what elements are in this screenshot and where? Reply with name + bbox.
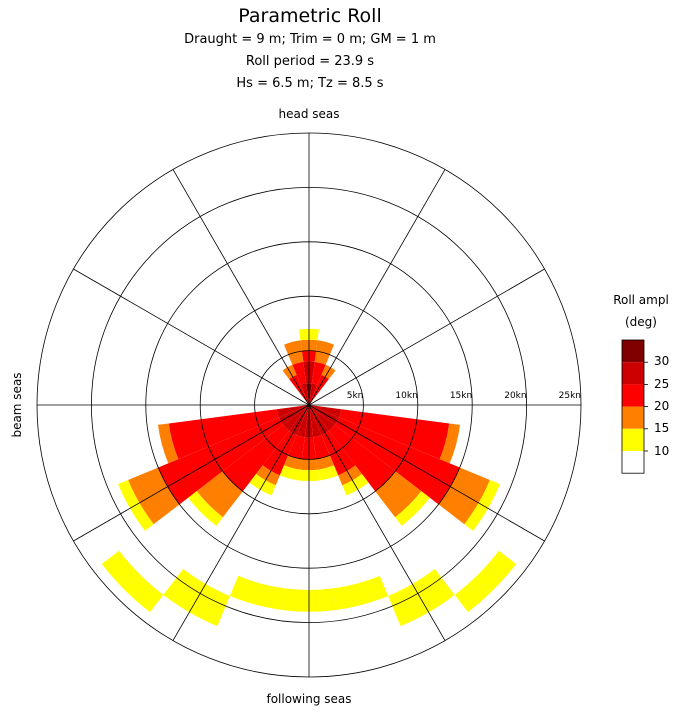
sector-cell	[222, 424, 290, 492]
grid-spoke	[308, 404, 545, 542]
legend-swatch	[622, 340, 644, 363]
sector-cell	[296, 405, 309, 438]
sector-cell	[375, 471, 422, 518]
grid-spoke	[172, 404, 310, 641]
legend-swatches	[621, 339, 648, 474]
sector-cell	[229, 575, 285, 610]
sector-cell	[158, 417, 284, 505]
chart-subtitle-3: Hs = 6.5 m; Tz = 8.5 s	[236, 76, 384, 91]
sector-cell	[309, 374, 329, 405]
legend-swatch	[622, 451, 644, 474]
sector-cell	[333, 575, 389, 610]
direction-label-beam-seas: beam seas	[10, 372, 24, 437]
sector-cell	[395, 491, 430, 526]
legend-label-10: 10	[654, 444, 669, 458]
sector-cell	[313, 435, 330, 459]
sector-cell	[300, 383, 309, 405]
sector-cell	[388, 569, 455, 627]
grid-spoke	[308, 169, 446, 406]
sector-cell	[454, 550, 517, 613]
grid-spoke	[308, 404, 446, 641]
sector-cell	[157, 423, 179, 464]
direction-label-following-seas: following seas	[266, 692, 351, 706]
legend-label-30: 30	[654, 354, 669, 368]
sector-cell	[283, 405, 309, 431]
grid-spoke	[172, 169, 310, 406]
sector-cell	[163, 569, 230, 627]
sector-cell	[309, 405, 335, 431]
sector-cell	[309, 383, 318, 405]
tick-label-5kn: 5kn	[347, 391, 364, 401]
sector-cell	[289, 374, 309, 405]
sector-cell	[292, 361, 307, 385]
radial-tick-labels: 5kn 10kn 15kn 20kn 25kn	[347, 391, 581, 401]
chart-subtitle-1: Draught = 9 m; Trim = 0 m; GM = 1 m	[184, 32, 436, 47]
sector-cell	[168, 409, 279, 460]
sector-cell	[188, 491, 223, 526]
tick-label-15kn: 15kn	[450, 391, 472, 401]
sector-cell	[439, 423, 461, 464]
sector-cell	[309, 405, 342, 418]
chart-title: Parametric Roll	[238, 5, 382, 27]
sector-cell	[311, 361, 326, 385]
legend-unit: (deg)	[625, 315, 657, 329]
legend: Roll ampl (deg) 30 25 20 15 10	[613, 293, 669, 474]
tick-label-25kn: 25kn	[559, 391, 581, 401]
tick-label-20kn: 20kn	[504, 391, 526, 401]
sector-cell	[276, 405, 309, 418]
grid-spoke	[73, 404, 310, 542]
polar-grid	[36, 132, 582, 678]
grid-spoke	[73, 268, 310, 406]
sector-cell	[289, 405, 309, 436]
grid-spoke	[308, 268, 545, 406]
sector-cell	[334, 417, 460, 505]
sector-cell	[328, 424, 396, 492]
legend-label-15: 15	[654, 421, 669, 435]
legend-swatch	[622, 406, 644, 429]
chart-subtitle-2: Roll period = 23.9 s	[245, 54, 375, 69]
sector-cell	[128, 467, 180, 525]
legend-swatch	[622, 362, 644, 385]
sector-cell	[339, 409, 450, 460]
sector-cell	[438, 467, 490, 525]
sector-cell	[309, 405, 322, 438]
sector-cell	[101, 550, 164, 613]
sector-cell	[278, 405, 309, 425]
chart-titles: Parametric Roll Draught = 9 m; Trim = 0 …	[0, 4, 620, 95]
sector-cell	[288, 435, 305, 459]
legend-label-20: 20	[654, 399, 669, 413]
sector-cell	[317, 465, 339, 481]
legend-title: Roll ampl	[613, 293, 669, 307]
sector-cell	[279, 465, 301, 481]
legend-labels: 30 25 20 15 10	[654, 354, 669, 458]
sector-cell	[309, 405, 340, 425]
sector-cell	[316, 455, 334, 470]
sector-cell	[196, 471, 243, 518]
sector-cell	[284, 455, 302, 470]
direction-label-head-seas: head seas	[278, 107, 339, 121]
legend-swatch	[622, 384, 644, 407]
legend-swatch	[622, 428, 644, 451]
legend-label-25: 25	[654, 377, 669, 391]
sector-cell	[309, 405, 329, 436]
tick-label-10kn: 10kn	[395, 391, 417, 401]
